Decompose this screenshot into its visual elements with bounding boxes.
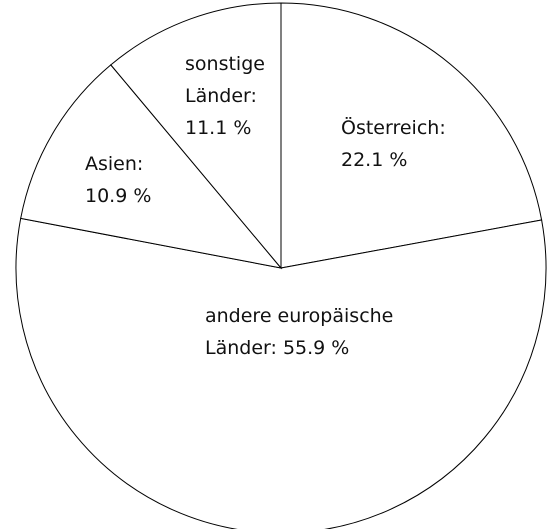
category-label: Österreich:: [341, 117, 446, 139]
category-label: sonstige Länder:: [185, 53, 265, 107]
slice-label: Asien: 10.9 %: [85, 148, 175, 212]
value-label: 11.1 %: [185, 117, 252, 139]
category-label: andere europäische Länder:: [205, 305, 394, 359]
pie-slice: [110, 2, 282, 270]
pie-slice: [280, 2, 543, 269]
pie-slice: [15, 217, 547, 529]
slice-label: sonstige Länder: 11.1 %: [185, 48, 285, 144]
value-label: 55.9 %: [282, 337, 350, 359]
value-label: 10.9 %: [85, 185, 152, 207]
value-label: 22.1 %: [341, 149, 408, 171]
slice-label: Österreich: 22.1 %: [341, 112, 471, 176]
pie-slice: [20, 64, 283, 269]
slice-label: andere europäische Länder: 55.9 %: [205, 300, 445, 364]
category-label: Asien:: [85, 153, 144, 175]
